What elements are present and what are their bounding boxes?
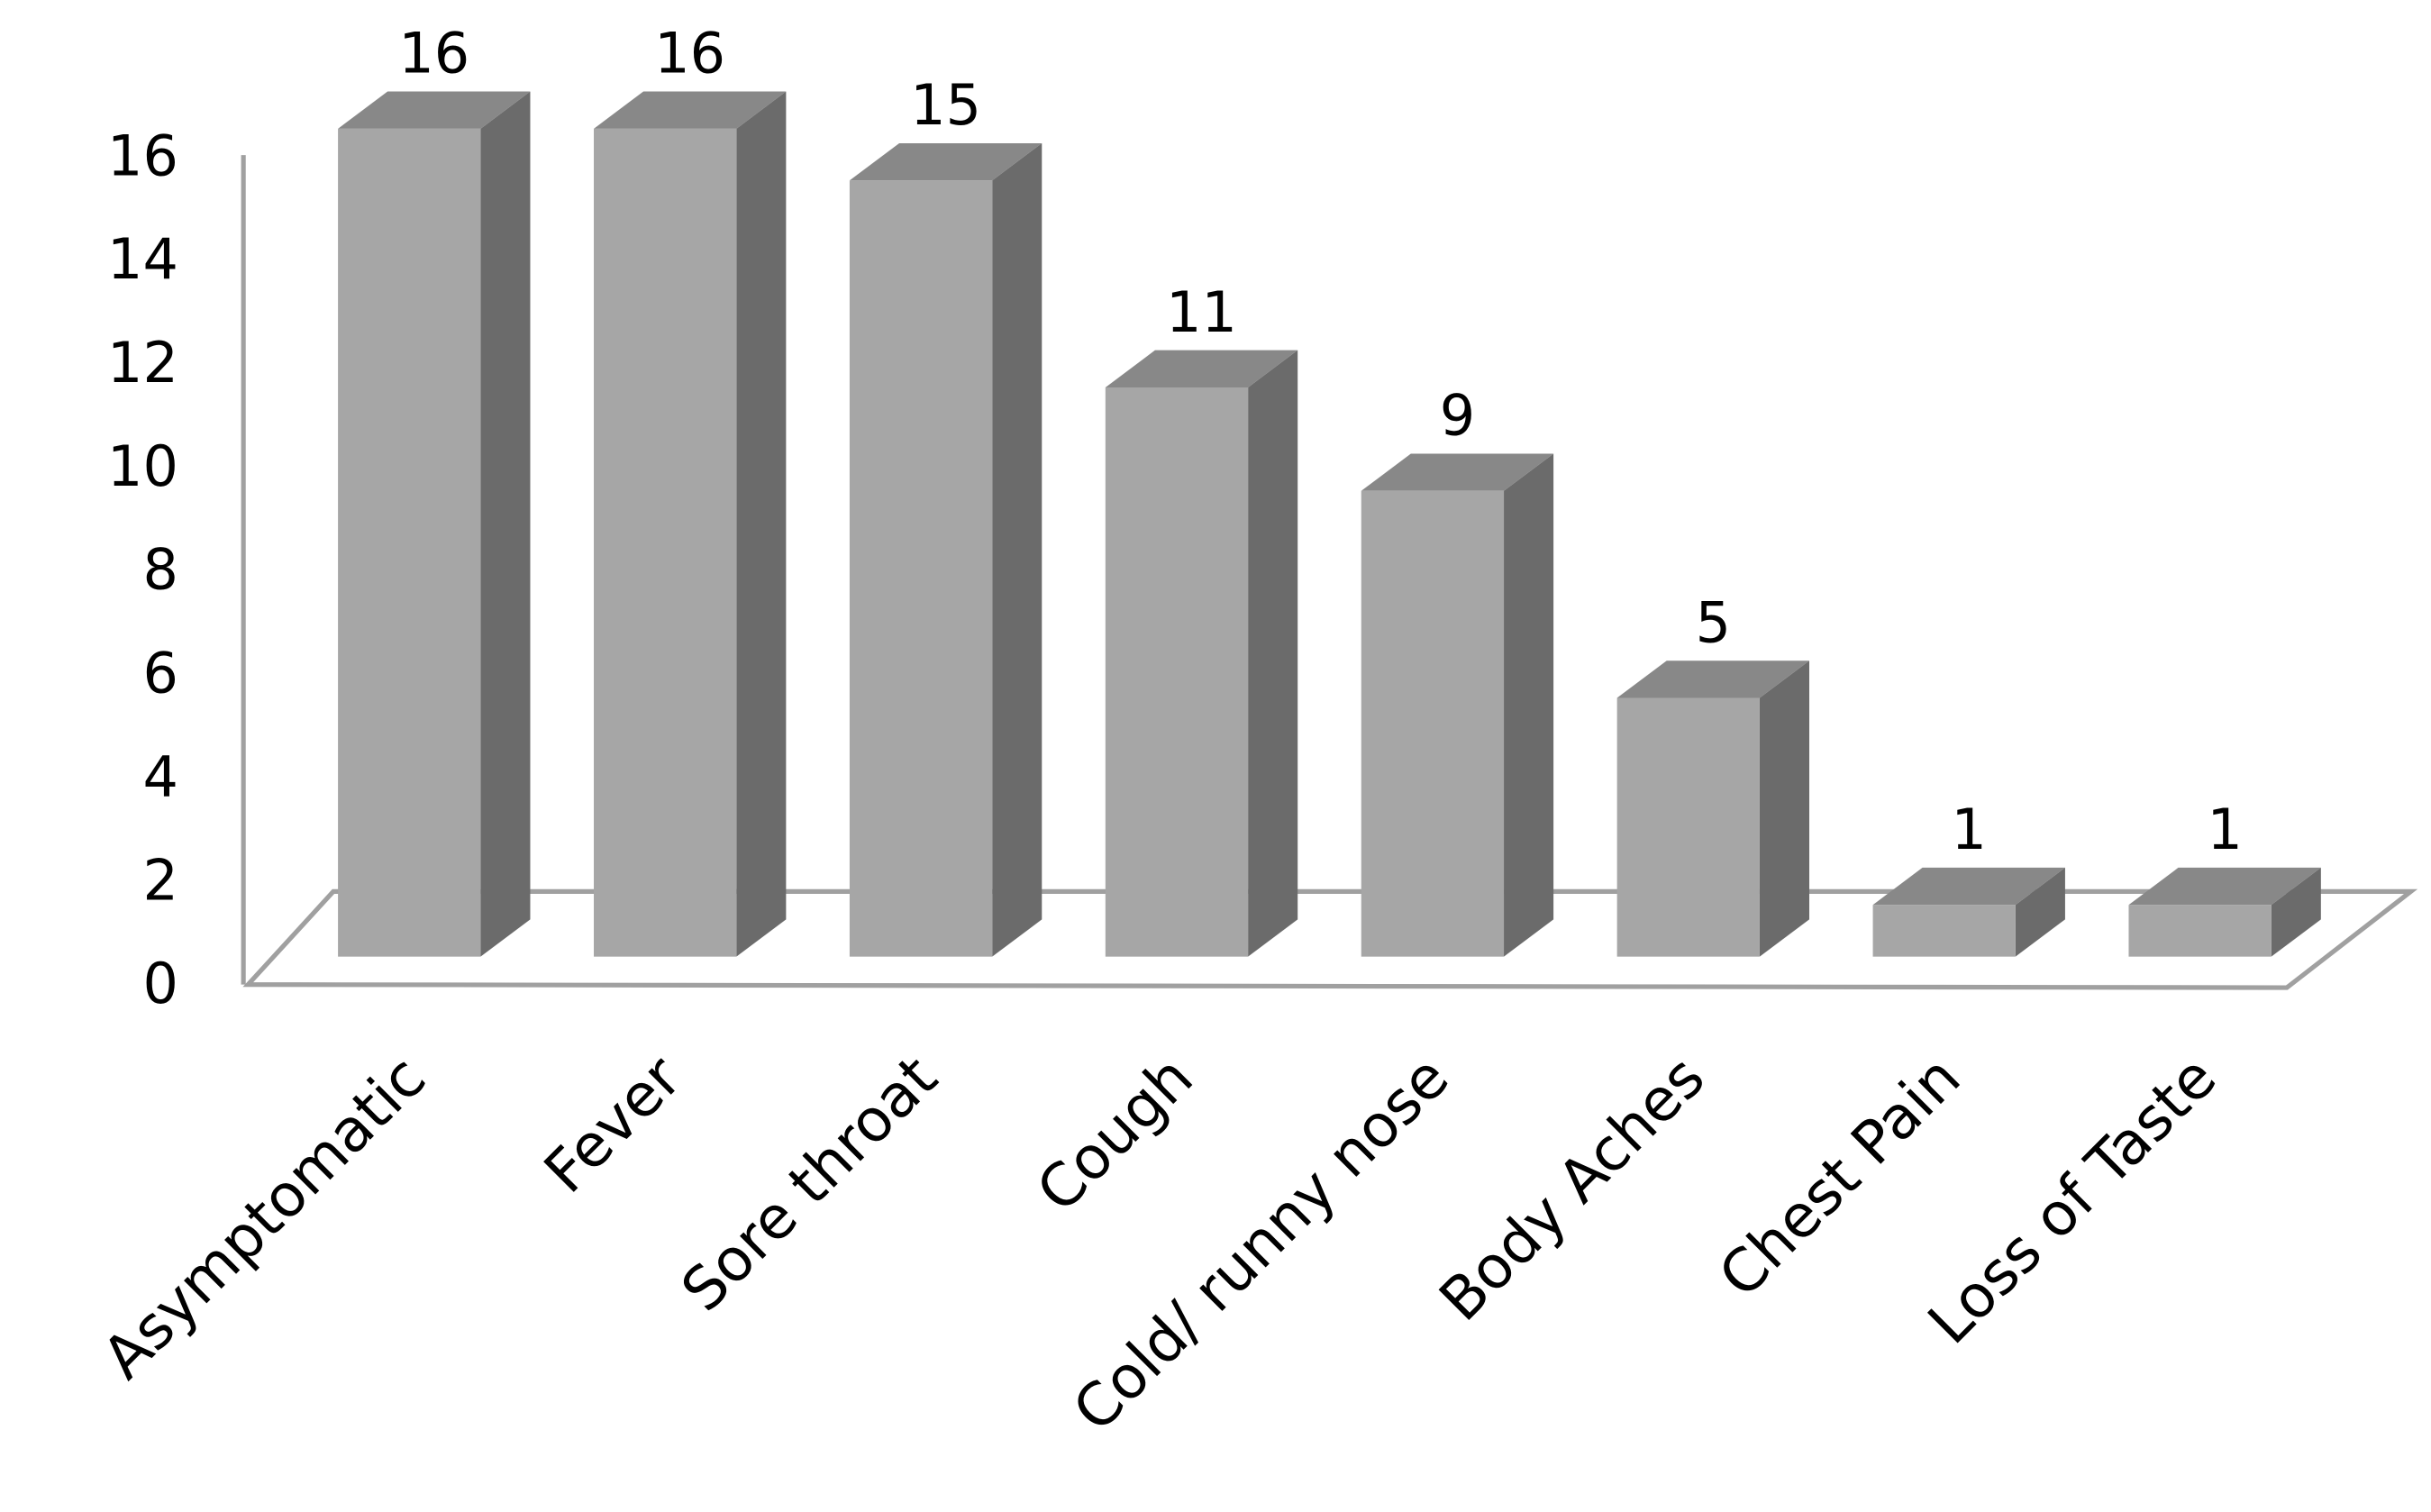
value-label: 1 bbox=[1952, 797, 1987, 862]
bar-side bbox=[480, 91, 531, 957]
bar-side bbox=[1248, 350, 1298, 957]
value-label: 1 bbox=[2207, 797, 2242, 862]
bar-top bbox=[338, 91, 531, 129]
bar-side bbox=[1504, 453, 1554, 957]
value-label: 16 bbox=[398, 22, 469, 87]
x-tick-label: Body Aches bbox=[1426, 1043, 1717, 1334]
y-tick-label: 10 bbox=[107, 434, 178, 499]
x-tick-label: Sore throat bbox=[669, 1043, 951, 1325]
bar bbox=[1872, 905, 2016, 957]
value-label: 5 bbox=[1696, 590, 1731, 655]
y-tick-label: 8 bbox=[142, 538, 178, 603]
bar-side bbox=[992, 142, 1043, 957]
x-tick-label: Cough bbox=[1024, 1043, 1206, 1225]
bar-top bbox=[1361, 453, 1554, 491]
value-label: 15 bbox=[910, 73, 981, 138]
bar-top bbox=[594, 91, 787, 129]
bar-top bbox=[849, 142, 1043, 181]
floor bbox=[242, 888, 2418, 990]
bar bbox=[1361, 490, 1505, 957]
bar-side bbox=[1759, 660, 1810, 957]
x-tick-label: Asymptomatic bbox=[90, 1043, 439, 1392]
bar bbox=[1616, 697, 1760, 957]
value-label: 16 bbox=[654, 22, 725, 87]
y-tick-label: 12 bbox=[107, 331, 178, 396]
x-tick-label: Fever bbox=[532, 1043, 695, 1207]
bar-side bbox=[736, 91, 787, 957]
bar-side bbox=[2271, 867, 2321, 957]
bar bbox=[2128, 905, 2272, 957]
y-tick-label: 14 bbox=[107, 227, 178, 292]
value-label: 9 bbox=[1440, 384, 1475, 449]
value-label: 11 bbox=[1166, 280, 1237, 345]
bar bbox=[594, 128, 737, 957]
bar-side bbox=[2015, 867, 2065, 957]
y-tick-label: 4 bbox=[142, 744, 178, 809]
bar-top bbox=[1105, 350, 1298, 387]
bar-top bbox=[1616, 660, 1810, 698]
y-tick-label: 2 bbox=[142, 848, 178, 913]
y-tick-label: 16 bbox=[107, 123, 178, 188]
bar bbox=[338, 128, 481, 957]
bar-top bbox=[2128, 867, 2321, 906]
x-tick-label: Chest Pain bbox=[1706, 1043, 1973, 1311]
bar bbox=[849, 180, 993, 957]
y-tick-label: 0 bbox=[142, 952, 178, 1016]
bar-top bbox=[1872, 867, 2065, 906]
y-tick-label: 6 bbox=[142, 642, 178, 706]
bar bbox=[1105, 387, 1249, 957]
